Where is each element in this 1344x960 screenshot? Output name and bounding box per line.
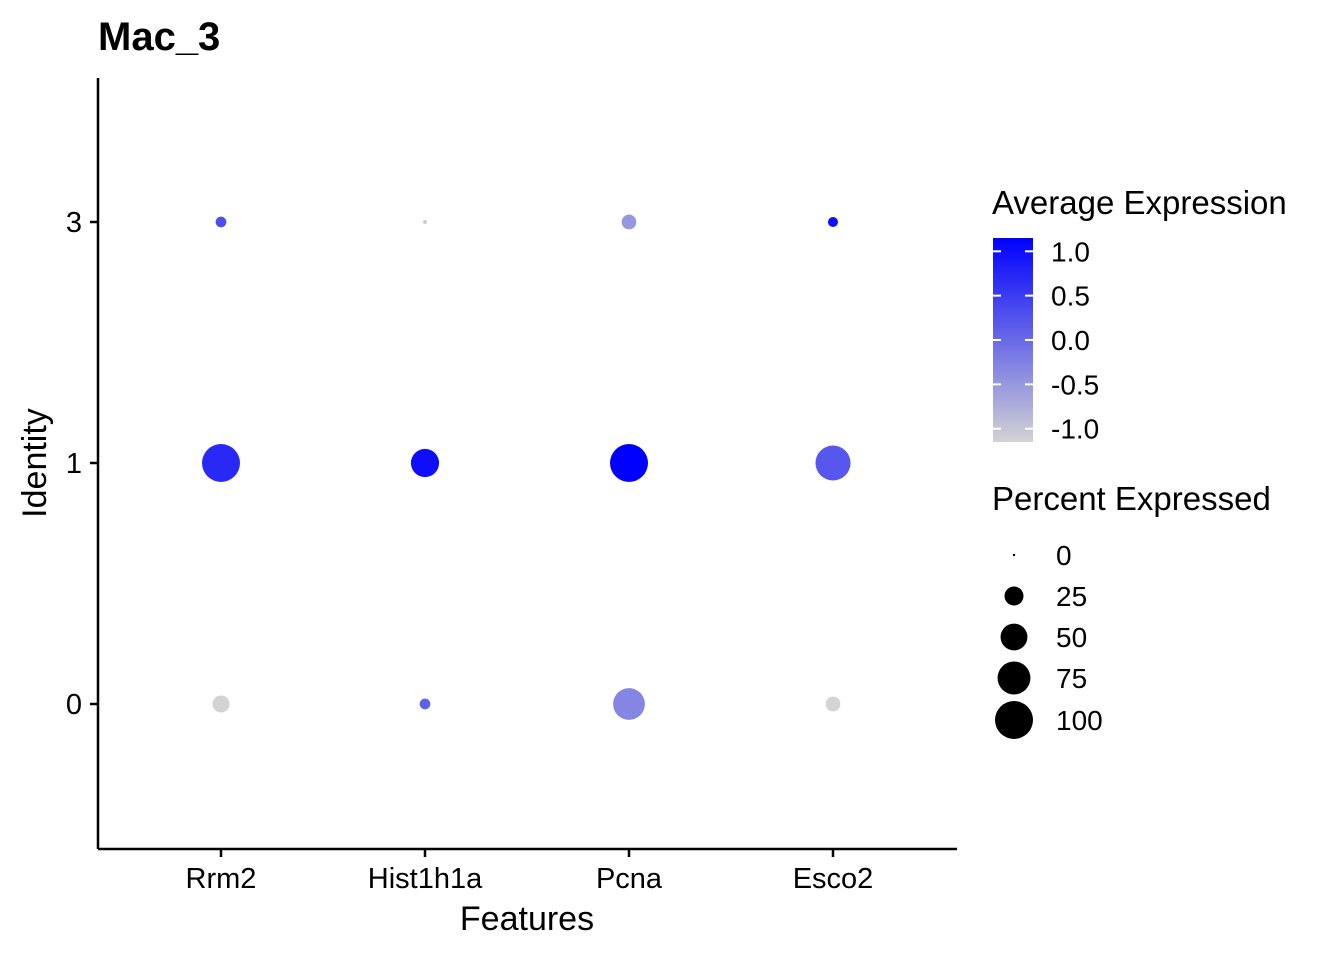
size-legend-label: 25 xyxy=(1056,581,1087,612)
size-legend: Percent Expressed 0 25 50 75 100 xyxy=(992,480,1271,739)
color-legend: Average Expression 1.0 0.5 0.0 -0.5 -1.0 xyxy=(992,184,1287,445)
y-tick-label: 3 xyxy=(66,207,82,239)
y-tick-label: 0 xyxy=(66,689,82,721)
size-legend-label: 50 xyxy=(1056,622,1087,653)
color-legend-ticks: 1.0 0.5 0.0 -0.5 -1.0 xyxy=(993,236,1099,445)
dot-esco2-3 xyxy=(827,216,839,228)
y-axis-title: Identity xyxy=(16,408,54,518)
dot-rrm2-3 xyxy=(215,216,227,228)
size-legend-items: 0 25 50 75 100 xyxy=(995,540,1103,739)
y-tick-label: 1 xyxy=(66,448,82,480)
x-tick-label: Pcna xyxy=(596,863,663,895)
size-legend-label: 100 xyxy=(1056,705,1103,736)
x-axis-title: Features xyxy=(460,900,594,938)
size-legend-dot xyxy=(997,661,1031,695)
dot-pcna-0 xyxy=(613,688,645,720)
size-legend-title: Percent Expressed xyxy=(992,480,1271,517)
size-legend-label: 0 xyxy=(1056,540,1072,571)
size-legend-dot xyxy=(1000,623,1028,651)
x-axis-ticks: Rrm2 Hist1h1a Pcna Esco2 xyxy=(186,849,874,895)
dot-pcna-3 xyxy=(621,214,637,230)
dot-esco2-0 xyxy=(825,696,841,712)
chart-title: Mac_3 xyxy=(98,15,220,59)
dot-hist1h1a-3 xyxy=(423,220,427,224)
color-tick-label: 1.0 xyxy=(1051,236,1090,267)
x-tick-label: Esco2 xyxy=(793,863,874,895)
size-legend-dot xyxy=(1004,586,1024,606)
dot-esco2-1 xyxy=(815,445,851,481)
color-tick-label: -1.0 xyxy=(1051,414,1099,445)
color-legend-title: Average Expression xyxy=(992,184,1287,221)
color-tick-label: 0.5 xyxy=(1051,281,1090,312)
x-tick-label: Rrm2 xyxy=(186,863,257,895)
color-tick-label: -0.5 xyxy=(1051,369,1099,400)
x-tick-label: Hist1h1a xyxy=(368,863,483,895)
color-tick-label: 0.0 xyxy=(1051,325,1090,356)
y-axis-ticks: 0 1 3 xyxy=(66,207,98,721)
dot-hist1h1a-1 xyxy=(410,448,440,478)
dot-pcna-1 xyxy=(610,444,648,482)
dot-hist1h1a-0 xyxy=(419,698,431,710)
size-legend-label: 75 xyxy=(1056,663,1087,694)
size-legend-dot xyxy=(995,701,1033,739)
dots-layer xyxy=(202,214,851,720)
size-legend-dot xyxy=(1012,553,1016,557)
dot-rrm2-1 xyxy=(202,444,240,482)
dot-rrm2-0 xyxy=(212,695,230,713)
